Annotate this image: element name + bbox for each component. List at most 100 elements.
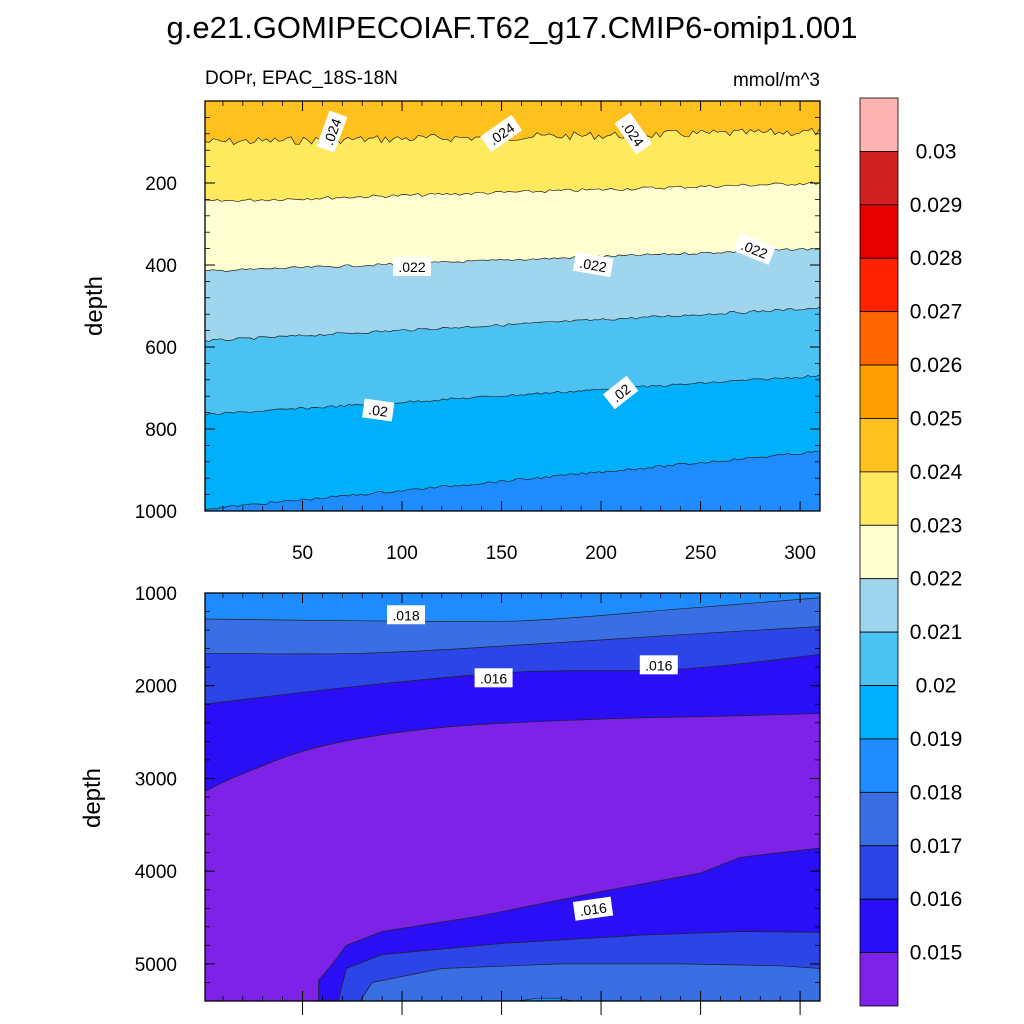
y-tick-label: 3000 — [135, 769, 177, 790]
contour-line — [205, 247, 820, 272]
y-tick-label: 1000 — [135, 502, 177, 523]
colorbar-tick-label: 0.025 — [910, 407, 963, 430]
colorbar-tick-label: 0.021 — [910, 621, 963, 644]
contour-label-text: .016 — [579, 899, 608, 919]
colorbar-tick-label: 0.019 — [910, 728, 963, 751]
colorbar-box — [859, 685, 899, 740]
contour-label-box — [639, 655, 678, 675]
lower-y-axis-label: depth — [79, 768, 106, 828]
colorbar-box — [859, 898, 899, 953]
colorbar-box — [859, 738, 899, 793]
colorbar-tick-label: 0.028 — [910, 247, 963, 270]
x-tick-label: 150 — [486, 543, 518, 564]
contour-label-box — [733, 233, 776, 265]
colorbar-tick-label: 0.017 — [910, 835, 963, 858]
y-tick-label: 600 — [145, 338, 177, 359]
colorbar-box — [859, 631, 899, 686]
colorbar-box — [859, 791, 899, 847]
contour-fills — [205, 593, 820, 1001]
contour-fills — [205, 101, 820, 511]
contour-label-box — [572, 896, 614, 921]
band-fill — [359, 963, 820, 1001]
contour-label-text: .018 — [392, 607, 419, 623]
y-tick-label: 4000 — [135, 862, 177, 883]
contour-label: .02 — [362, 398, 395, 422]
colorbar-box — [859, 151, 899, 206]
contour-label: .022 — [572, 251, 614, 278]
contour-line — [205, 597, 820, 623]
y-tick-label: 200 — [145, 174, 177, 195]
contour-label: .016 — [572, 896, 614, 921]
contour-label-text: .022 — [398, 259, 425, 275]
contour-label-box — [614, 112, 653, 155]
colorbar-box — [859, 311, 899, 366]
contour-label: .022 — [733, 233, 776, 265]
colorbar-tick-label: 0.026 — [910, 354, 963, 377]
x-tick-label: 250 — [685, 543, 717, 564]
colorbar-box — [859, 97, 899, 152]
contour-label: .016 — [639, 655, 678, 675]
upper-y-axis-label: depth — [81, 276, 108, 336]
lower-contour-panel: 1000 2000 3000 4000 5000 .018 .016 .016 .016 — [135, 584, 821, 1015]
contour-line — [205, 181, 820, 203]
contour-label-text: .02 — [367, 401, 389, 420]
colorbar-tick-label: 0.03 — [916, 140, 957, 163]
colorbar-tick-label: 0.022 — [910, 568, 963, 591]
colorbar-tick-label: 0.024 — [910, 461, 963, 484]
colorbar: 0.03 0.029 0.028 0.027 0.026 0.025 0.024 0.023 0… — [859, 97, 963, 1007]
contour-line — [205, 654, 820, 705]
contour-label-text: .022 — [578, 255, 608, 276]
y-tick-label: 1000 — [135, 584, 177, 605]
contour-label: .022 — [392, 257, 431, 277]
chart-title: g.e21.GOMIPECOIAF.T62_g17.CMIP6-omip1.00… — [167, 10, 858, 45]
contour-line — [205, 374, 820, 416]
band-fill — [517, 997, 574, 1001]
contour-label-box — [480, 114, 523, 153]
left-subtitle: DOPr, EPAC_18S-18N — [205, 68, 398, 89]
y-tick-label: 400 — [145, 256, 177, 277]
contour-label-box — [474, 668, 513, 688]
colorbar-box — [859, 257, 899, 313]
colorbar-tick-label: 0.018 — [910, 781, 963, 804]
x-tick-label: 200 — [585, 543, 617, 564]
contour-label-box — [392, 257, 431, 277]
contour-label-box — [316, 110, 348, 153]
colorbar-tick-label: 0.027 — [910, 301, 963, 324]
contour-line — [205, 306, 820, 342]
contour-label-text: .016 — [645, 657, 672, 673]
x-tick-label: 50 — [292, 543, 313, 564]
y-tick-label: 2000 — [135, 677, 177, 698]
colorbar-tick-label: 0.023 — [910, 514, 963, 537]
contour-label-box — [602, 375, 639, 410]
colorbar-box — [859, 952, 899, 1007]
colorbar-box — [859, 418, 899, 473]
x-tick-label: 100 — [386, 543, 418, 564]
colorbar-box — [859, 524, 899, 580]
colorbar-tick-label: 0.016 — [910, 888, 963, 911]
colorbar-box — [859, 204, 899, 259]
colorbar-box — [859, 364, 899, 419]
plot-frame — [204, 100, 821, 512]
contour-lines — [205, 127, 820, 511]
contour-line — [205, 450, 820, 511]
colorbar-tick-label: 0.02 — [916, 675, 957, 698]
contour-label-text: .016 — [480, 670, 507, 686]
y-tick-label: 800 — [145, 420, 177, 441]
contour-line — [205, 626, 820, 655]
contour-label-box — [572, 251, 614, 278]
contour-line — [205, 713, 820, 792]
contour-label: .016 — [474, 668, 513, 688]
units-label: mmol/m^3 — [733, 70, 820, 91]
contour-label-box — [387, 605, 426, 625]
contour-label: .018 — [387, 605, 426, 625]
x-tick-label: 300 — [784, 543, 816, 564]
colorbar-box — [859, 471, 899, 526]
contour-lines — [205, 593, 820, 792]
colorbar-tick-label: 0.015 — [910, 942, 963, 965]
y-tick-label: 5000 — [135, 955, 177, 976]
band-fill — [205, 451, 820, 511]
contour-label-box — [362, 398, 395, 422]
colorbar-box — [859, 578, 899, 633]
